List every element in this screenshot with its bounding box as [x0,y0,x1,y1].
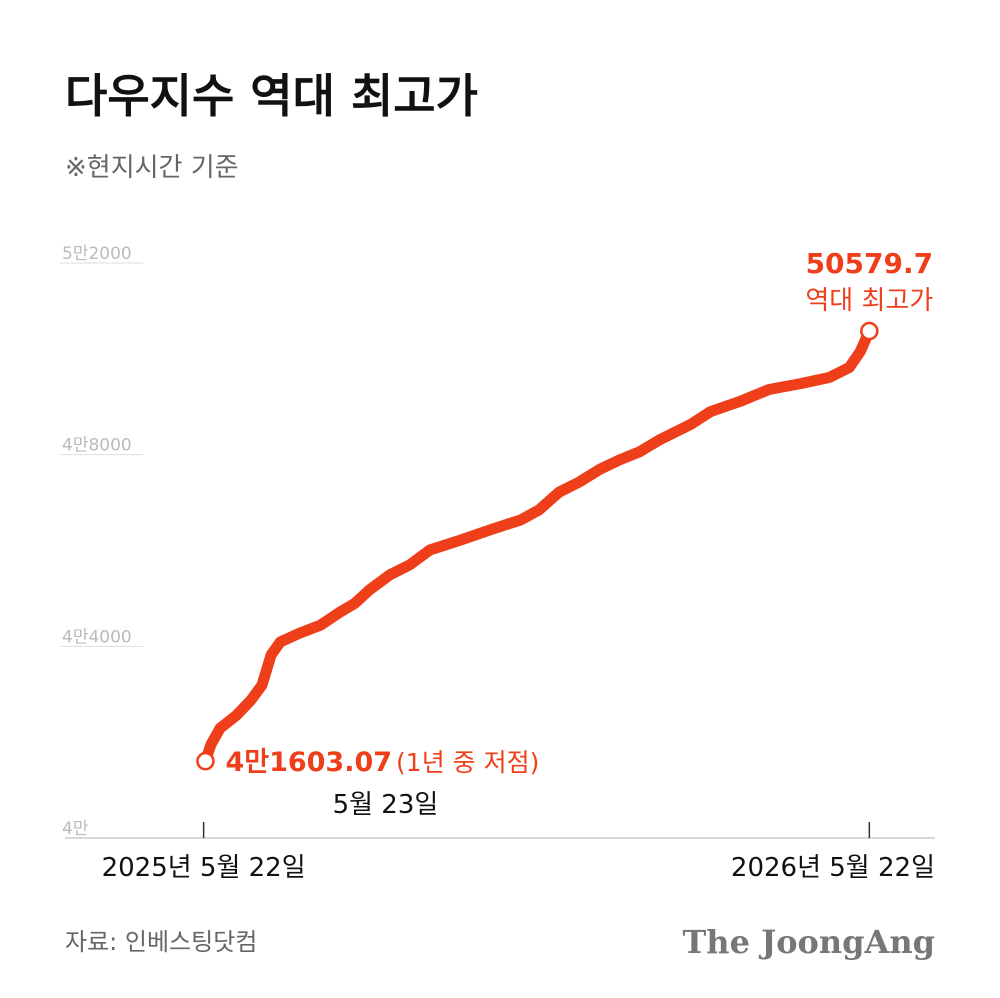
y-tick-label: 4만4000 [62,627,132,647]
chart-title: 다우지수 역대 최고가 [65,69,478,123]
point-marker [860,321,879,341]
point-marker [196,751,215,771]
chart-subtitle: ※현지시간 기준 [65,153,239,183]
high-value-label: 50579.7 [806,247,934,280]
y-tick-label: 4만8000 [62,436,132,456]
source: 자료: 인베스팅닷컴 [65,928,257,956]
y-tick-label: 5만2000 [62,244,132,264]
high-note: 역대 최고가 [805,286,933,316]
low-value-label: 4만1603.07 [225,747,392,778]
x-tick-label: 2025년 5월 22일 [102,853,306,883]
brand: The JoongAng [682,923,935,961]
low-date: 5월 23일 [333,790,439,820]
line [199,325,875,767]
x-tick-label: 2026년 5월 22일 [731,853,935,883]
y-tick-label: 4만 [62,819,89,839]
low-note: (1년 중 저점) [396,748,539,777]
